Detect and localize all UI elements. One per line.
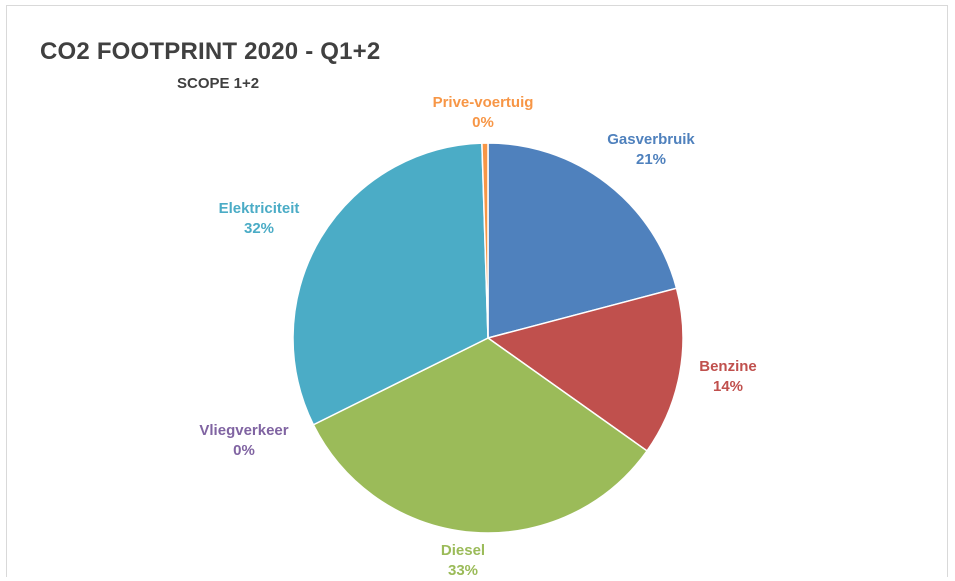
pie-slice-elektriciteit <box>292 142 489 426</box>
pie-slice-diesel <box>312 337 649 534</box>
slice-label-value: 21% <box>635 151 667 168</box>
slice-label-value: 0% <box>472 114 494 131</box>
chart-subtitle: SCOPE 1+2 <box>177 75 260 92</box>
slice-label-vliegverkeer: Vliegverkeer 0% <box>199 421 288 461</box>
slice-label-diesel: Diesel 33% <box>441 541 485 581</box>
pie-slice-prive-voertuig <box>481 142 489 339</box>
pie-slice-benzine <box>486 287 684 452</box>
slice-label-value: 14% <box>712 378 744 395</box>
slice-label-value: 33% <box>447 562 479 579</box>
chart-frame <box>6 5 948 577</box>
slice-label-name: Gasverbruik <box>607 131 695 148</box>
slice-label-value: 32% <box>243 220 275 237</box>
pie-slice-gasverbruik <box>487 142 678 339</box>
slice-label-name: Prive-voertuig <box>432 94 534 111</box>
slice-label-gasverbruik: Gasverbruik 21% <box>607 130 695 170</box>
slice-label-name: Diesel <box>440 542 486 559</box>
slice-label-elektriciteit: Elektriciteit 32% <box>219 199 300 239</box>
slice-label-value: 0% <box>233 442 255 459</box>
chart-title: CO2 FOOTPRINT 2020 - Q1+2 <box>40 38 381 65</box>
slice-label-name: Benzine <box>699 358 757 375</box>
slice-label-name: Vliegverkeer <box>199 422 289 439</box>
slice-label-name: Elektriciteit <box>218 200 300 217</box>
slice-label-prive-voertuig: Prive-voertuig 0% <box>433 93 534 133</box>
slice-label-benzine: Benzine 14% <box>699 357 757 397</box>
